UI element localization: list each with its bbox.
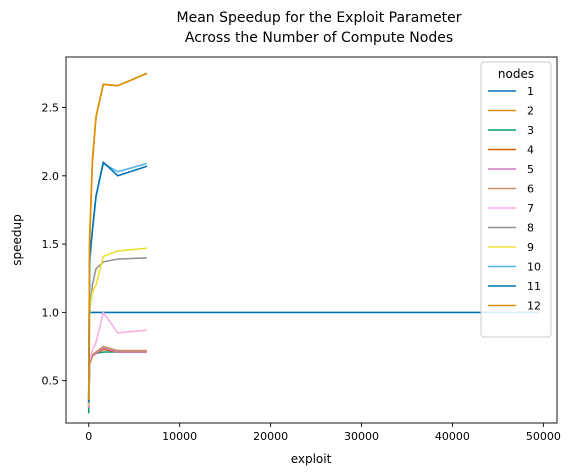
- legend-label-2: 2: [527, 105, 534, 118]
- plot-lines: [87, 72, 539, 414]
- plot-frame: [65, 56, 558, 424]
- legend-label-9: 9: [527, 241, 534, 254]
- series-line-10: [87, 162, 148, 403]
- legend-label-1: 1: [527, 85, 534, 98]
- x-axis-ticks: 0 10000 20000 30000 40000 50000: [85, 423, 561, 443]
- x-tick-label: 0: [85, 430, 92, 443]
- legend-label-3: 3: [527, 124, 534, 137]
- legend-label-7: 7: [527, 202, 534, 215]
- legend-label-6: 6: [527, 183, 534, 196]
- series-line-9: [87, 247, 147, 404]
- legend-label-5: 5: [527, 163, 534, 176]
- series-line-7: [87, 311, 147, 406]
- series-line-3: [87, 351, 147, 414]
- series-line-12: [87, 72, 148, 400]
- x-axis-label: exploit: [291, 452, 332, 466]
- legend-label-12: 12: [527, 300, 541, 313]
- y-tick-label: 1.5: [42, 238, 60, 251]
- series-line-6: [87, 345, 147, 407]
- legend-title: nodes: [498, 67, 534, 81]
- legend-box: [480, 61, 552, 338]
- legend-label-8: 8: [527, 222, 534, 235]
- legend-label-11: 11: [527, 280, 541, 293]
- y-axis-ticks: 0.5 1.0 1.5 2.0 2.5: [42, 102, 66, 388]
- x-tick-label: 20000: [253, 430, 288, 443]
- x-tick-label: 40000: [435, 430, 470, 443]
- y-tick-label: 0.5: [42, 375, 60, 388]
- chart-title-line1: Mean Speedup for the Exploit Parameter: [177, 10, 462, 26]
- series-line-5: [87, 347, 147, 409]
- y-tick-label: 2.0: [42, 170, 60, 183]
- series-line-4: [87, 348, 147, 409]
- legend-label-4: 4: [527, 144, 534, 157]
- x-tick-label: 50000: [526, 430, 561, 443]
- legend-label-10: 10: [527, 261, 541, 274]
- y-axis-label: speedup: [10, 214, 24, 265]
- x-tick-label: 30000: [344, 430, 379, 443]
- y-tick-label: 2.5: [42, 102, 60, 115]
- chart-title-line2: Across the Number of Compute Nodes: [185, 30, 453, 46]
- y-tick-label: 1.0: [42, 306, 60, 319]
- x-tick-label: 10000: [162, 430, 197, 443]
